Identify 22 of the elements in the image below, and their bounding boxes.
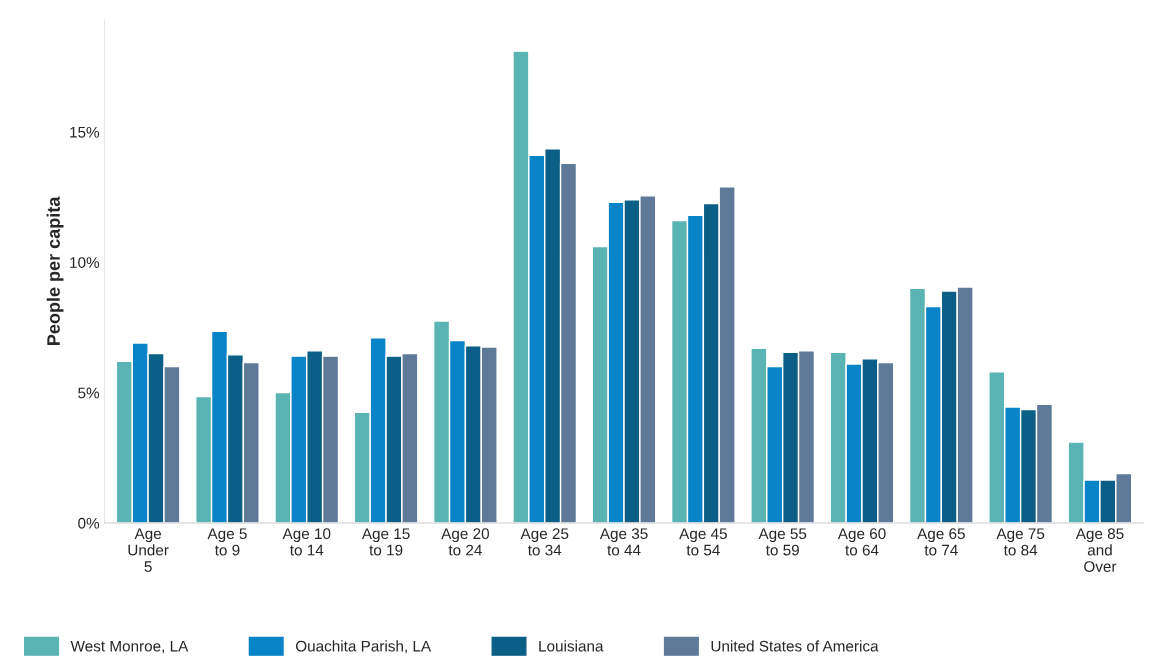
legend-label: United States of America <box>711 640 879 652</box>
x-tick-label: Age 75 to 84 <box>996 528 1045 556</box>
x-tick-label: Age 45 to 54 <box>679 528 727 556</box>
x-tick-label: Age 35 to 44 <box>599 528 648 556</box>
legend-label: Ouachita Parish, LA <box>295 640 432 654</box>
y-tick-label: 5% <box>78 387 100 399</box>
x-tick-label: Age 15 to 19 <box>361 528 410 556</box>
y-tick-label: 15% <box>70 126 100 138</box>
legend-label: Louisiana <box>539 640 604 652</box>
y-tick-label: 10% <box>70 257 100 268</box>
x-tick-label: Age 20 to 24 <box>441 528 490 556</box>
x-tick-label: Age Under 5 <box>128 528 169 572</box>
x-tick-label: Age 60 to 64 <box>837 528 886 556</box>
x-tick-label: Age 65 to 74 <box>917 528 965 556</box>
x-tick-label: Age 25 to 34 <box>520 528 569 556</box>
y-tick-label: 0% <box>78 517 100 529</box>
y-axis-title: People per capita <box>46 196 64 345</box>
x-tick-label: Age 5 to 9 <box>207 528 247 556</box>
x-tick-label: Age 85 and Over <box>1075 528 1124 572</box>
x-tick-label: Age 10 to 14 <box>282 528 331 556</box>
legend-label: West Monroe, LA <box>70 640 189 654</box>
x-tick-label: Age 55 to 59 <box>758 528 807 556</box>
